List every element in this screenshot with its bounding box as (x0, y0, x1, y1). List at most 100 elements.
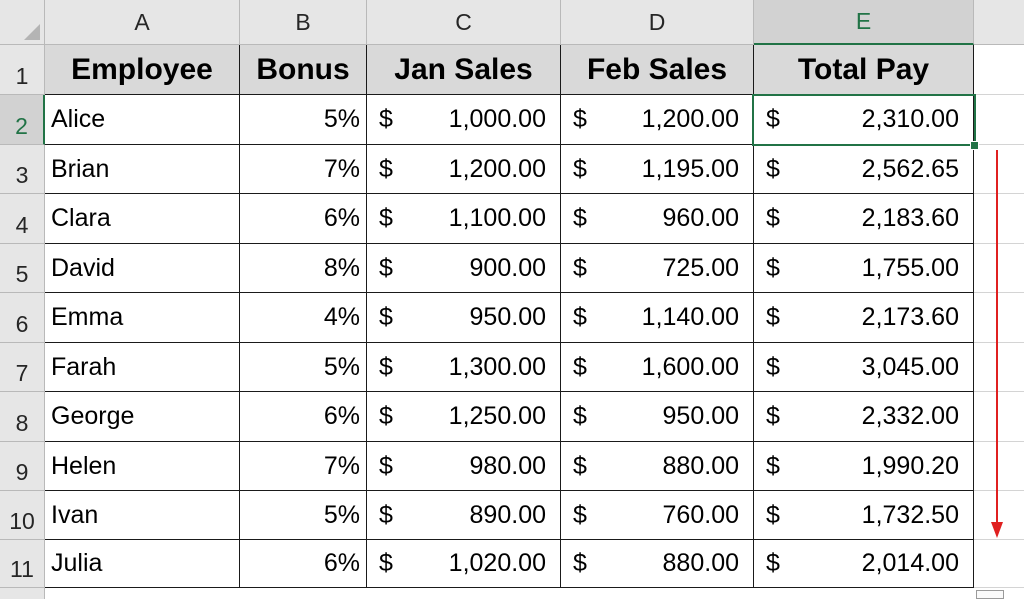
currency-symbol: $ (766, 402, 780, 430)
fill-handle[interactable] (970, 141, 979, 150)
cell-employee[interactable]: Brian (45, 145, 240, 194)
gridline (974, 144, 1024, 145)
cell-bonus[interactable]: 6% (240, 392, 367, 442)
gridline (974, 391, 1024, 392)
cell-jan-sales[interactable]: $1,100.00 (367, 194, 561, 244)
row-header-1[interactable]: 1 (0, 45, 45, 95)
currency-symbol: $ (766, 253, 780, 282)
cell-employee[interactable]: Emma (45, 293, 240, 343)
cell-bonus[interactable]: 7% (240, 442, 367, 491)
cell-employee[interactable]: Clara (45, 194, 240, 244)
row-header-3[interactable]: 3 (0, 145, 45, 194)
amount: 3,045.00 (861, 352, 959, 381)
cell-feb-sales[interactable]: $1,600.00 (561, 343, 754, 392)
currency-symbol: $ (766, 154, 780, 183)
cell-bonus[interactable]: 4% (240, 293, 367, 343)
select-all-corner[interactable] (0, 0, 45, 45)
cell-feb-sales[interactable]: $950.00 (561, 392, 754, 442)
header-cell-feb-sales[interactable]: Feb Sales (561, 45, 754, 95)
cell-total-pay[interactable]: $2,173.60 (754, 293, 974, 343)
row-header-6[interactable]: 6 (0, 293, 45, 343)
row-header-11[interactable]: 11 (0, 540, 45, 588)
cell-employee[interactable]: David (45, 244, 240, 293)
cell-feb-sales[interactable]: $1,140.00 (561, 293, 754, 343)
column-header-c[interactable]: C (367, 0, 561, 45)
cell-total-pay[interactable]: $1,755.00 (754, 244, 974, 293)
gridline (974, 243, 1024, 244)
cell-employee[interactable]: Helen (45, 442, 240, 491)
cell-jan-sales[interactable]: $890.00 (367, 491, 561, 540)
amount: 950.00 (662, 402, 739, 430)
cell-feb-sales[interactable]: $880.00 (561, 442, 754, 491)
cell-jan-sales[interactable]: $1,000.00 (367, 95, 561, 145)
currency-symbol: $ (573, 204, 587, 232)
cell-total-pay[interactable]: $2,310.00 (754, 95, 974, 145)
cell-total-pay[interactable]: $1,732.50 (754, 491, 974, 540)
cell-bonus[interactable]: 5% (240, 95, 367, 145)
cell-jan-sales[interactable]: $1,020.00 (367, 540, 561, 588)
header-cell-jan-sales[interactable]: Jan Sales (367, 45, 561, 95)
cell-jan-sales[interactable]: $980.00 (367, 442, 561, 491)
cell-bonus[interactable]: 6% (240, 540, 367, 588)
cell-employee[interactable]: Alice (45, 95, 240, 145)
header-cell-bonus[interactable]: Bonus (240, 45, 367, 95)
currency-symbol: $ (379, 204, 393, 232)
cell-total-pay[interactable]: $2,183.60 (754, 194, 974, 244)
cell-employee[interactable]: Farah (45, 343, 240, 392)
cell-bonus[interactable]: 6% (240, 194, 367, 244)
cell-employee[interactable]: George (45, 392, 240, 442)
row-header-10[interactable]: 10 (0, 491, 45, 540)
row-header-9[interactable]: 9 (0, 442, 45, 491)
cell-jan-sales[interactable]: $950.00 (367, 293, 561, 343)
column-header-a[interactable]: A (45, 0, 240, 45)
cell-bonus[interactable]: 8% (240, 244, 367, 293)
amount: 2,310.00 (861, 105, 959, 133)
cell-total-pay[interactable]: $2,014.00 (754, 540, 974, 588)
cell-jan-sales[interactable]: $900.00 (367, 244, 561, 293)
header-cell-employee[interactable]: Employee (45, 45, 240, 95)
quick-analysis-button[interactable] (976, 590, 1004, 599)
row-header-4[interactable]: 4 (0, 194, 45, 244)
cell-jan-sales[interactable]: $1,300.00 (367, 343, 561, 392)
cell-jan-sales[interactable]: $1,250.00 (367, 392, 561, 442)
cell-employee[interactable]: Julia (45, 540, 240, 588)
arrow-down-icon (991, 150, 1003, 538)
cell-bonus[interactable]: 7% (240, 145, 367, 194)
header-cell-total-pay[interactable]: Total Pay (754, 45, 974, 95)
cell-feb-sales[interactable]: $1,195.00 (561, 145, 754, 194)
cell-feb-sales[interactable]: $760.00 (561, 491, 754, 540)
cell-feb-sales[interactable]: $1,200.00 (561, 95, 754, 145)
cell-total-pay[interactable]: $2,562.65 (754, 145, 974, 194)
cell-feb-sales[interactable]: $960.00 (561, 194, 754, 244)
currency-symbol: $ (379, 402, 393, 430)
currency-symbol: $ (573, 303, 587, 331)
cell-jan-sales[interactable]: $1,200.00 (367, 145, 561, 194)
amount: 2,332.00 (861, 402, 959, 430)
currency-symbol: $ (379, 105, 393, 133)
row-header-7[interactable]: 7 (0, 343, 45, 392)
row-header-8[interactable]: 8 (0, 392, 45, 442)
cell-total-pay[interactable]: $1,990.20 (754, 442, 974, 491)
cell-employee[interactable]: Ivan (45, 491, 240, 540)
amount: 1,755.00 (861, 253, 959, 282)
amount: 760.00 (662, 500, 739, 529)
cell-total-pay[interactable]: $2,332.00 (754, 392, 974, 442)
cell-feb-sales[interactable]: $725.00 (561, 244, 754, 293)
cell-feb-sales[interactable]: $880.00 (561, 540, 754, 588)
currency-symbol: $ (766, 352, 780, 381)
column-header-d[interactable]: D (561, 0, 754, 45)
cell-bonus[interactable]: 5% (240, 343, 367, 392)
amount: 1,000.00 (448, 105, 546, 133)
row-header-2[interactable]: 2 (0, 95, 45, 145)
cell-bonus[interactable]: 5% (240, 491, 367, 540)
cell-total-pay[interactable]: $3,045.00 (754, 343, 974, 392)
currency-symbol: $ (573, 500, 587, 529)
column-header-b[interactable]: B (240, 0, 367, 45)
row-header-5[interactable]: 5 (0, 244, 45, 293)
currency-symbol: $ (766, 204, 780, 232)
column-header-e[interactable]: E (754, 0, 974, 45)
amount: 1,140.00 (641, 303, 739, 331)
column-header-empty (974, 0, 1024, 45)
amount: 725.00 (662, 253, 739, 282)
amount: 1,250.00 (448, 402, 546, 430)
